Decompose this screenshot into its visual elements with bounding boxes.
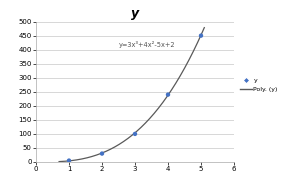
Point [166,93,170,96]
Point [133,132,137,135]
Text: y=3x³+4x²-5x+2: y=3x³+4x²-5x+2 [119,41,176,48]
Point [199,34,203,37]
Point [67,159,71,162]
Title: y: y [131,7,139,21]
Legend: y, Poly. (y): y, Poly. (y) [239,76,279,93]
Point [100,152,104,155]
